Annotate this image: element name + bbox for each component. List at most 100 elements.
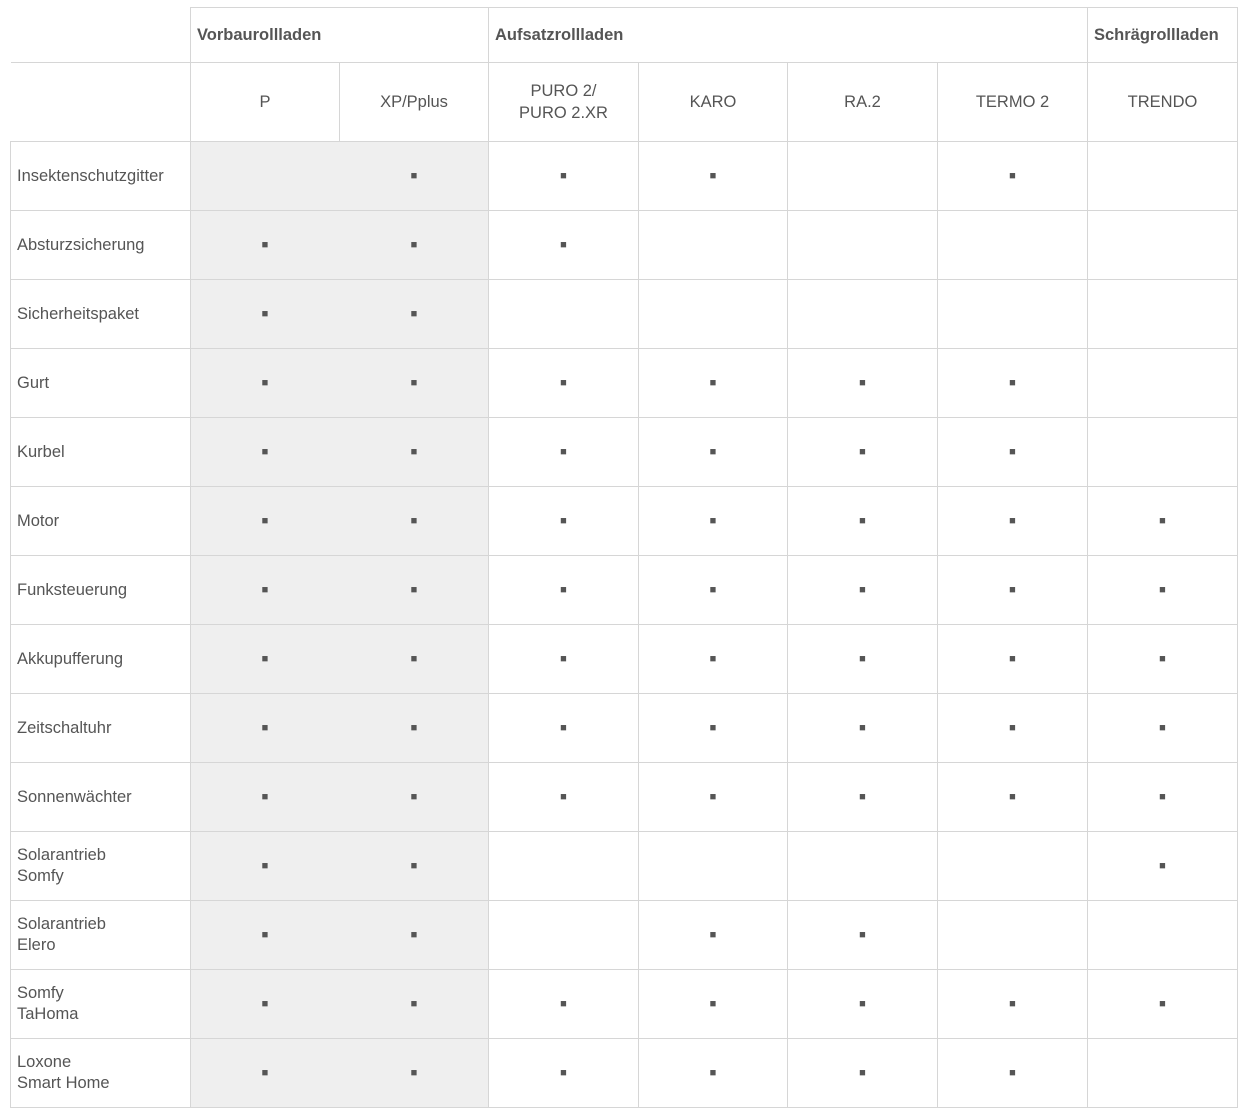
check-mark: ■ — [488, 417, 639, 487]
empty-cell — [488, 279, 639, 349]
check-mark: ■ — [638, 486, 788, 556]
row-label: Zeitschaltuhr — [10, 693, 191, 763]
check-mark: ■ — [787, 969, 938, 1039]
check-mark: ■ — [190, 969, 340, 1039]
check-mark: ■ — [787, 900, 938, 970]
row-label: Kurbel — [10, 417, 191, 487]
empty-cell — [1087, 1038, 1238, 1108]
check-mark: ■ — [190, 831, 340, 901]
check-mark: ■ — [787, 693, 938, 763]
empty-cell — [937, 831, 1088, 901]
check-mark: ■ — [339, 762, 489, 832]
check-mark: ■ — [638, 969, 788, 1039]
check-mark: ■ — [339, 900, 489, 970]
empty-cell — [190, 141, 340, 211]
check-mark: ■ — [787, 348, 938, 418]
feature-row: Solarantrieb Somfy ■ ■ ■ — [10, 831, 1238, 901]
check-mark: ■ — [1087, 762, 1238, 832]
check-mark: ■ — [339, 348, 489, 418]
check-mark: ■ — [339, 1038, 489, 1108]
check-mark: ■ — [190, 762, 340, 832]
row-label: Solarantrieb Elero — [10, 900, 191, 970]
empty-cell — [937, 900, 1088, 970]
row-label: Somfy TaHoma — [10, 969, 191, 1039]
empty-cell — [787, 831, 938, 901]
group-header: Schrägrollladen — [1087, 7, 1238, 63]
feature-row: Insektenschutzgitter ■ ■ ■ ■ — [10, 141, 1238, 211]
check-mark: ■ — [339, 279, 489, 349]
feature-row: Somfy TaHoma ■ ■ ■ ■ ■ ■ ■ — [10, 969, 1238, 1039]
empty-cell — [1087, 417, 1238, 487]
check-mark: ■ — [1087, 969, 1238, 1039]
check-mark: ■ — [488, 969, 639, 1039]
empty-cell — [937, 210, 1088, 280]
group-header-row: Vorbaurollladen Aufsatzrollladen Schrägrol… — [10, 7, 1238, 63]
check-mark: ■ — [937, 486, 1088, 556]
check-mark: ■ — [339, 831, 489, 901]
row-label: Sicherheitspaket — [10, 279, 191, 349]
model-header: TRENDO — [1087, 62, 1238, 142]
row-label: Solarantrieb Somfy — [10, 831, 191, 901]
model-header: RA.2 — [787, 62, 938, 142]
empty-cell — [937, 279, 1088, 349]
check-mark: ■ — [190, 900, 340, 970]
check-mark: ■ — [937, 969, 1088, 1039]
row-label: Funksteuerung — [10, 555, 191, 625]
check-mark: ■ — [937, 417, 1088, 487]
check-mark: ■ — [638, 900, 788, 970]
row-label: Loxone Smart Home — [10, 1038, 191, 1108]
empty-cell — [638, 210, 788, 280]
check-mark: ■ — [339, 486, 489, 556]
row-label: Sonnenwächter — [10, 762, 191, 832]
feature-row: Funksteuerung ■ ■ ■ ■ ■ ■ ■ — [10, 555, 1238, 625]
check-mark: ■ — [638, 417, 788, 487]
check-mark: ■ — [787, 486, 938, 556]
check-mark: ■ — [190, 348, 340, 418]
feature-row: Loxone Smart Home ■ ■ ■ ■ ■ ■ — [10, 1038, 1238, 1108]
check-mark: ■ — [638, 555, 788, 625]
check-mark: ■ — [638, 693, 788, 763]
empty-cell — [1087, 900, 1238, 970]
feature-row: Motor ■ ■ ■ ■ ■ ■ ■ — [10, 486, 1238, 556]
feature-row: Kurbel ■ ■ ■ ■ ■ ■ — [10, 417, 1238, 487]
model-header: XP/Pplus — [339, 62, 489, 142]
check-mark: ■ — [339, 969, 489, 1039]
check-mark: ■ — [339, 417, 489, 487]
check-mark: ■ — [937, 141, 1088, 211]
feature-row: Sicherheitspaket ■ ■ — [10, 279, 1238, 349]
check-mark: ■ — [937, 693, 1088, 763]
check-mark: ■ — [190, 486, 340, 556]
check-mark: ■ — [488, 624, 639, 694]
feature-row: Sonnenwächter ■ ■ ■ ■ ■ ■ ■ — [10, 762, 1238, 832]
check-mark: ■ — [190, 279, 340, 349]
check-mark: ■ — [937, 555, 1088, 625]
check-mark: ■ — [488, 348, 639, 418]
check-mark: ■ — [787, 624, 938, 694]
empty-cell — [488, 900, 639, 970]
check-mark: ■ — [787, 555, 938, 625]
group-header: Vorbaurollladen — [190, 7, 489, 63]
empty-cell — [1087, 141, 1238, 211]
check-mark: ■ — [638, 348, 788, 418]
empty-cell — [787, 210, 938, 280]
check-mark: ■ — [937, 1038, 1088, 1108]
check-mark: ■ — [937, 762, 1088, 832]
feature-row: Zeitschaltuhr ■ ■ ■ ■ ■ ■ ■ — [10, 693, 1238, 763]
check-mark: ■ — [638, 141, 788, 211]
model-header: PURO 2/ PURO 2.XR — [488, 62, 639, 142]
row-label: Motor — [10, 486, 191, 556]
row-label: Absturzsicherung — [10, 210, 191, 280]
check-mark: ■ — [638, 1038, 788, 1108]
check-mark: ■ — [190, 555, 340, 625]
empty-cell — [787, 141, 938, 211]
model-header: KARO — [638, 62, 788, 142]
empty-cell — [1087, 348, 1238, 418]
check-mark: ■ — [339, 624, 489, 694]
empty-cell — [488, 831, 639, 901]
check-mark: ■ — [937, 624, 1088, 694]
check-mark: ■ — [1087, 486, 1238, 556]
check-mark: ■ — [488, 762, 639, 832]
check-mark: ■ — [339, 210, 489, 280]
empty-cell — [638, 279, 788, 349]
